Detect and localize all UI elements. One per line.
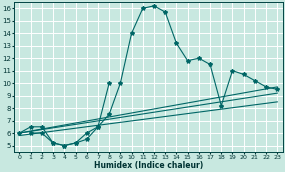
X-axis label: Humidex (Indice chaleur): Humidex (Indice chaleur) — [94, 161, 203, 170]
